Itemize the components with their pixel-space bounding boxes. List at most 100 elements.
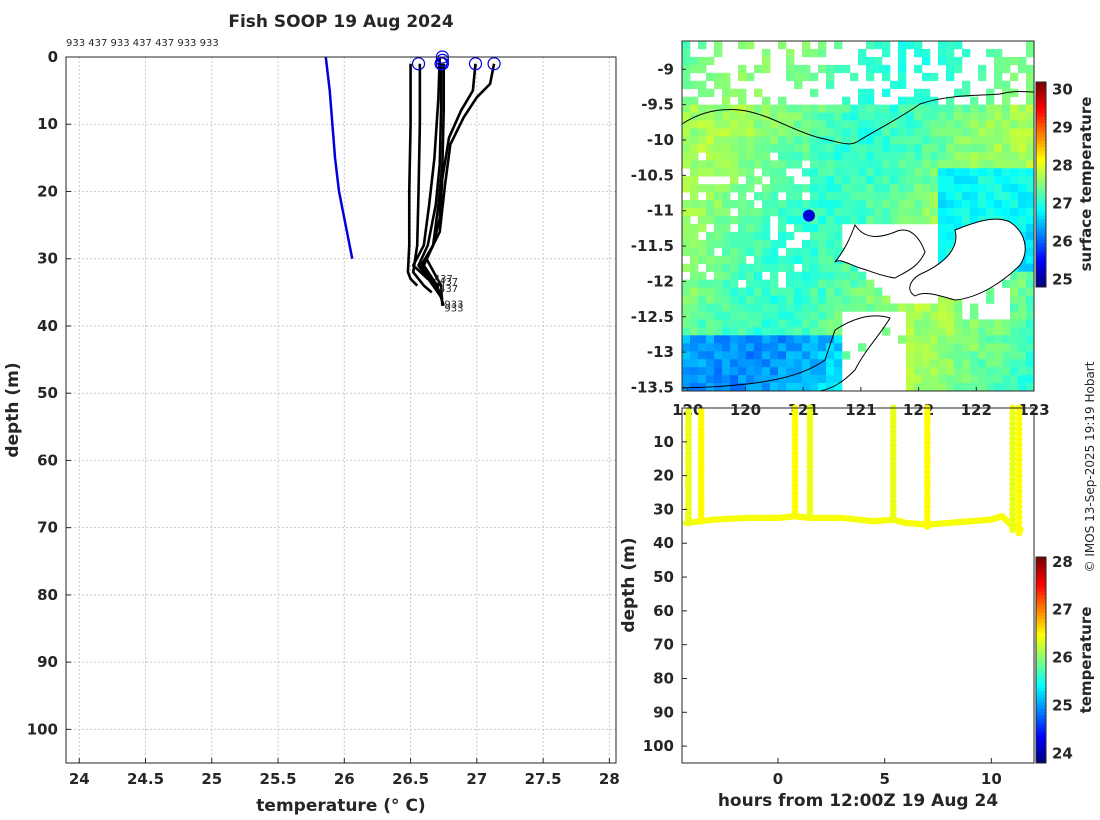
sst-cell [914, 335, 923, 344]
time-depth-frame [681, 407, 1035, 764]
sst-cell [786, 128, 795, 137]
sst-cell [690, 128, 699, 137]
sst-cell [706, 239, 715, 249]
temperature-colorbar-tick-label: 24 [1052, 744, 1073, 762]
sst-cell [874, 287, 883, 296]
sst-cell [682, 223, 691, 233]
temperature-colorbar-step [1036, 563, 1046, 568]
sst-cell [698, 271, 707, 280]
sst-cell [834, 351, 843, 360]
sst-cell [682, 96, 691, 105]
sst-cell [946, 327, 955, 336]
sst-cell [930, 327, 939, 336]
sst-cell [786, 231, 795, 241]
sst-cell [922, 104, 931, 113]
sst-cell [898, 80, 907, 90]
sst-cell [754, 231, 763, 241]
sst-cell [778, 200, 787, 209]
sst-cell [778, 96, 787, 105]
sst-cell [754, 152, 763, 161]
sst-cell [682, 128, 691, 137]
sst-cell [730, 327, 739, 336]
sst-cell [746, 223, 755, 233]
sst-cell [682, 383, 691, 392]
sst-cell [986, 184, 995, 193]
sst-map-frame [681, 40, 1035, 392]
sst-colorbar-step [1036, 246, 1046, 250]
cast-point [889, 492, 897, 500]
sst-cell [818, 223, 827, 233]
sst-cell [794, 279, 803, 288]
sst-cell [1002, 96, 1011, 105]
sst-colorbar-step [1036, 218, 1046, 223]
sst-cell [834, 128, 843, 137]
sst-cell [746, 351, 755, 360]
map-y-tick-label: -12.5 [631, 308, 674, 326]
sst-cell [978, 367, 987, 376]
sst-cell [914, 168, 923, 177]
sst-cell [882, 216, 891, 225]
cast-point [923, 409, 931, 417]
sst-colorbar-step [1036, 150, 1046, 155]
profile-y-label: depth (m) [3, 362, 23, 457]
sst-cell [986, 295, 995, 304]
sst-cell [818, 375, 827, 384]
sst-cell [834, 152, 843, 161]
sst-cell [930, 311, 939, 320]
sst-cell [762, 303, 771, 312]
sst-cell [754, 303, 763, 312]
cast-point [923, 434, 931, 441]
sst-colorbar-step [1036, 276, 1046, 281]
sst-cell [914, 88, 923, 97]
sst-cell [850, 72, 859, 82]
sst-cell [1010, 104, 1019, 113]
sst-cell [754, 112, 763, 121]
sst-map-cells [682, 41, 1035, 392]
sst-cell [746, 104, 755, 113]
sst-cell [930, 319, 939, 328]
sst-cell [834, 271, 843, 280]
sst-cell [890, 152, 899, 161]
sst-cell [930, 96, 939, 105]
sst-cell [850, 144, 859, 153]
sst-cell [802, 168, 811, 177]
sst-cell [1026, 223, 1035, 233]
sst-cell [770, 319, 779, 328]
sst-colorbar-step [1036, 256, 1046, 261]
sst-cell [818, 319, 827, 328]
sst-cell [922, 96, 931, 105]
cast-point [1009, 465, 1017, 473]
sst-cell [810, 303, 819, 312]
sst-cell [962, 128, 971, 137]
sst-cell [1026, 72, 1035, 82]
sst-cell [802, 263, 811, 272]
sst-cell [722, 367, 731, 376]
sst-cell [730, 168, 739, 177]
sst-cell [858, 48, 867, 58]
sst-cell [818, 255, 827, 265]
sst-cell [866, 128, 875, 137]
profile-end-label: 437 [439, 284, 458, 295]
profile-y-tick-label: 10 [37, 115, 58, 133]
sst-cell [682, 287, 691, 296]
sst-cell [786, 367, 795, 376]
sst-cell [1026, 144, 1035, 153]
sst-cell [738, 152, 747, 161]
sst-cell [1002, 327, 1011, 336]
sst-cell [1002, 351, 1011, 360]
sst-cell [802, 247, 811, 257]
temperature-colorbar-step [1036, 594, 1046, 599]
sst-cell [810, 375, 819, 384]
sst-cell [922, 351, 931, 360]
sst-cell [922, 136, 931, 145]
sst-cell [682, 239, 691, 249]
sst-cell [1018, 216, 1027, 225]
sst-cell [866, 64, 875, 74]
sst-cell [1002, 383, 1011, 392]
sst-cell [738, 231, 747, 241]
sst-cell [786, 351, 795, 360]
sst-cell [810, 247, 819, 257]
sst-cell [698, 112, 707, 121]
